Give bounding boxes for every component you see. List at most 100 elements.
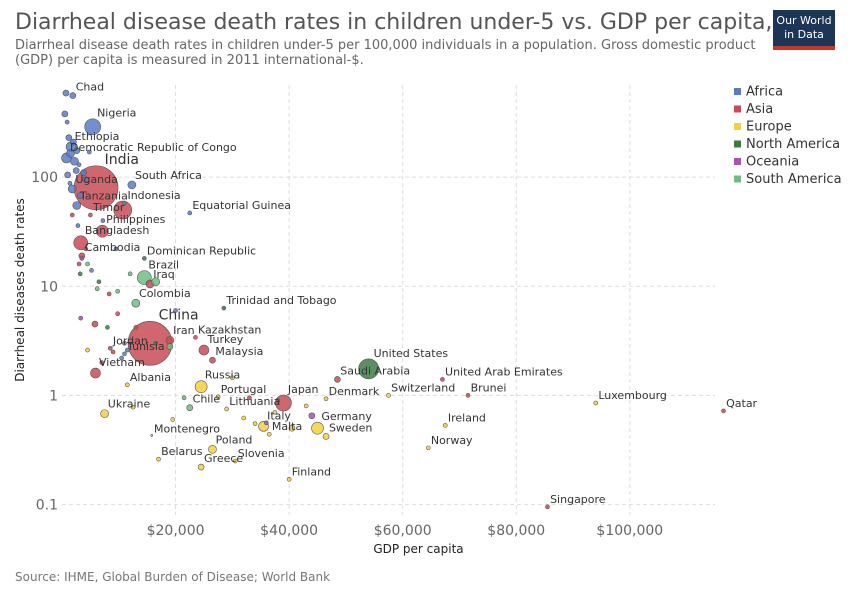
data-point: [70, 156, 79, 166]
data-point: [334, 376, 341, 383]
legend-item: South America: [746, 172, 842, 187]
data-point: [465, 393, 471, 398]
grid-layer: [62, 85, 715, 515]
point-label: Chad: [76, 81, 104, 94]
data-point: [247, 395, 252, 401]
data-point: [264, 420, 269, 426]
data-point: [173, 308, 178, 313]
x-tick-label: $100,000: [596, 523, 663, 539]
data-point: [194, 380, 208, 394]
x-tick-label: $80,000: [487, 523, 545, 539]
data-point: [125, 347, 130, 353]
data-point: [82, 176, 90, 183]
point-label: Montenegro: [154, 422, 220, 435]
data-point: [89, 268, 94, 273]
point-label: Ethiopia: [75, 130, 120, 143]
legend-item: Asia: [746, 102, 773, 117]
data-point: [221, 305, 227, 311]
point-layer: [61, 89, 726, 510]
legend-swatch: [734, 88, 741, 95]
data-point: [86, 149, 92, 155]
point-label: Poland: [216, 433, 253, 446]
data-point: [105, 325, 110, 330]
data-point: [76, 261, 82, 267]
legend-swatch: [734, 123, 741, 130]
data-point: [65, 134, 73, 142]
data-point: [75, 223, 81, 228]
x-tick-label: $60,000: [374, 523, 432, 539]
y-tick-label: 0.1: [36, 497, 58, 513]
data-point: [85, 347, 90, 353]
data-point: [193, 335, 198, 340]
data-point: [83, 246, 89, 252]
data-point: [122, 341, 127, 346]
data-point: [186, 404, 194, 412]
data-point: [303, 403, 309, 409]
data-point: [209, 356, 216, 364]
data-point: [115, 288, 120, 294]
data-point: [165, 335, 175, 345]
legend-swatch: [734, 175, 741, 183]
label-layer: India China United States Indonesia Nigeria J…: [70, 81, 758, 506]
data-point: [113, 200, 133, 220]
data-point: [72, 201, 82, 210]
data-point: [100, 409, 109, 418]
data-point: [187, 210, 193, 216]
data-point: [232, 458, 238, 464]
data-point: [230, 375, 235, 381]
y-axis-title: Diarrheal diseases death rates: [13, 198, 27, 382]
point-label: Jordan: [112, 334, 148, 347]
owid-logo[interactable]: Our World in Data: [773, 10, 835, 50]
data-point: [215, 394, 221, 400]
point-label: Portugal: [221, 383, 267, 396]
point-label: Russia: [205, 369, 240, 382]
point-label: Malaysia: [215, 345, 263, 358]
point-label: Brunei: [471, 381, 507, 394]
y-tick-label: 10: [40, 279, 58, 295]
data-point: [77, 271, 83, 277]
data-point: [127, 180, 137, 190]
data-point: [181, 395, 187, 401]
data-point: [170, 417, 176, 422]
point-label: Germany: [321, 410, 372, 423]
data-point: [308, 412, 316, 420]
data-point: [440, 377, 445, 382]
data-point: [151, 277, 160, 287]
data-point: [125, 382, 130, 388]
data-point: [322, 433, 330, 440]
point-label: Ukraine: [108, 398, 151, 411]
point-label: Kazakhstan: [198, 323, 261, 336]
data-point: [110, 349, 116, 355]
point-label: Ireland: [448, 411, 486, 424]
point-label: Uganda: [75, 173, 117, 186]
point-label: United Arab Emirates: [445, 365, 563, 378]
point-label: Malta: [272, 420, 302, 433]
legend-swatch: [734, 158, 741, 165]
data-point: [90, 367, 101, 379]
point-label: Norway: [431, 434, 473, 447]
data-point: [113, 246, 119, 252]
point-label: Luxembourg: [598, 389, 667, 402]
point-label: Tunisia: [126, 340, 165, 353]
axis-layer: 0.1 1 10 100 $20,000 $40,000 $60,000 $80,000 $10…: [13, 170, 663, 556]
data-point: [96, 279, 102, 285]
data-point: [252, 421, 258, 426]
data-point: [311, 421, 324, 435]
logo-line-2: in Data: [784, 28, 824, 41]
point-label: Japan: [287, 383, 319, 396]
data-point: [79, 256, 85, 261]
data-point: [275, 398, 281, 403]
data-point: [67, 184, 77, 194]
data-point: [224, 406, 229, 412]
data-point: [91, 320, 99, 328]
legend: Africa Asia Europe North America Oceania Sout…: [734, 85, 842, 187]
data-point: [133, 325, 139, 330]
source-note: Source: IHME, Global Burden of Disease; …: [15, 570, 331, 584]
data-point: [88, 212, 93, 218]
data-point: [156, 456, 161, 462]
data-point: [198, 344, 210, 356]
data-point: [150, 434, 154, 437]
data-point: [386, 393, 391, 398]
point-label: Finland: [292, 465, 331, 478]
data-point: [115, 311, 120, 317]
